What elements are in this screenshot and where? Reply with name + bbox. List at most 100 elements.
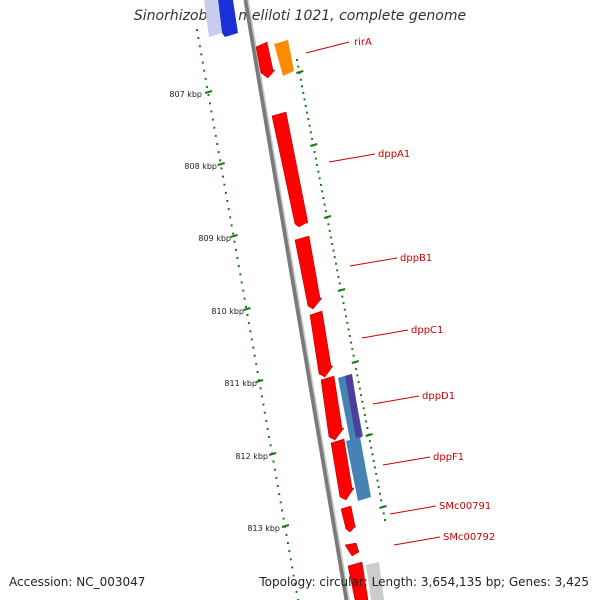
scale-dot xyxy=(296,59,298,61)
scale-dot xyxy=(297,65,300,68)
scale-dot xyxy=(247,322,250,325)
scale-dot xyxy=(276,485,279,487)
scale-dot xyxy=(272,460,275,463)
scale-dot xyxy=(273,468,276,471)
scale-tick-major xyxy=(230,234,238,238)
leader-SMc00791 xyxy=(389,505,437,515)
scale-dot xyxy=(222,175,224,178)
scale-dot xyxy=(332,249,335,252)
scale-tick-major xyxy=(351,360,360,364)
scale-dot xyxy=(237,265,240,268)
leader-dppC1 xyxy=(361,329,409,339)
scale-dot xyxy=(313,151,316,153)
scale-dot xyxy=(239,273,242,276)
scale-dot xyxy=(210,110,213,113)
scale-track-right xyxy=(296,59,387,521)
scale-dot xyxy=(258,379,260,382)
scale-dot xyxy=(263,411,266,414)
scale-dot xyxy=(327,223,330,226)
scale-dot xyxy=(376,479,379,482)
scale-label: 810 kbp xyxy=(211,307,244,316)
scale-dot xyxy=(233,240,236,243)
scale-tick-major xyxy=(204,90,213,94)
scale-dot xyxy=(335,262,337,265)
scale-dot xyxy=(319,183,322,186)
scale-dot xyxy=(285,533,288,536)
gene-arrow-rirA xyxy=(255,41,276,79)
scale-tick-major xyxy=(337,288,346,292)
scale-dot xyxy=(350,341,353,344)
scale-dot xyxy=(230,224,233,227)
gene-arrows xyxy=(255,40,371,600)
scale-dot xyxy=(314,157,317,160)
scale-dot xyxy=(204,77,207,80)
scale-dot xyxy=(329,236,332,239)
gene-arrow-dppB1 xyxy=(294,235,323,310)
scale-dot xyxy=(206,86,209,88)
scale-dot xyxy=(223,183,226,186)
scale-dot xyxy=(336,269,339,272)
scale-dot xyxy=(275,476,278,479)
scale-dot xyxy=(360,394,363,397)
scale-dot xyxy=(299,78,302,81)
scale-tick-major xyxy=(268,452,277,456)
scale-labels: 807 kbp 808 kbp 809 kbp 810 kbp 811 kbp … xyxy=(169,90,280,533)
gene-leader-lines xyxy=(305,41,441,546)
scale-dot xyxy=(380,499,383,502)
scale-tick-major xyxy=(379,505,387,509)
scale-dot xyxy=(216,143,219,145)
scale-dot xyxy=(246,314,249,316)
gene-label-dppA1: dppA1 xyxy=(378,149,410,160)
scale-tick-major xyxy=(310,143,318,147)
leader-rirA xyxy=(305,41,350,54)
scale-dot xyxy=(224,191,227,194)
scale-dot xyxy=(357,381,360,383)
scale-dot xyxy=(214,134,217,137)
scale-dot xyxy=(232,232,235,235)
gene-label-SMc00791: SMc00791 xyxy=(439,501,491,512)
scale-dot xyxy=(197,37,200,40)
scale-dot xyxy=(282,517,285,520)
scale-dot xyxy=(242,289,245,292)
scale-dot xyxy=(306,111,309,114)
scale-dot xyxy=(220,167,223,170)
scale-tick-major xyxy=(323,215,332,219)
feature-dppD1 xyxy=(345,374,362,439)
scale-dot xyxy=(269,444,272,447)
scale-dot xyxy=(201,61,204,64)
scale-track-left xyxy=(196,29,299,600)
scale-label: 811 kbp xyxy=(224,379,257,388)
scale-dot xyxy=(217,151,220,154)
scale-dot xyxy=(196,29,198,31)
scale-dot xyxy=(303,98,306,101)
gene-label-rirA: rirA xyxy=(354,37,372,48)
scale-dot xyxy=(213,126,216,129)
scale-dot xyxy=(382,512,385,515)
scale-dot xyxy=(317,170,320,173)
scale-dot xyxy=(362,407,365,410)
scale-dot xyxy=(250,338,253,341)
scale-dot xyxy=(256,371,259,373)
scale-dot xyxy=(338,282,341,285)
gene-label-dppC1: dppC1 xyxy=(411,325,443,336)
scale-dot xyxy=(252,346,255,349)
scale-dot xyxy=(260,395,263,398)
top-feature-blue xyxy=(218,0,238,37)
scale-dot xyxy=(291,566,294,569)
scale-dot xyxy=(278,493,281,496)
scale-dot xyxy=(265,419,268,422)
gene-arrow-SMc00792 xyxy=(344,542,360,557)
scale-dot xyxy=(355,367,358,370)
scale-dot xyxy=(365,420,368,423)
scale-dot xyxy=(203,69,206,72)
scale-dot xyxy=(368,440,371,443)
scale-dot xyxy=(259,387,262,390)
scale-dot xyxy=(341,295,344,298)
scale-dot xyxy=(211,118,214,121)
scale-dot xyxy=(321,190,324,193)
scale-dot xyxy=(366,427,369,429)
leader-dppA1 xyxy=(328,153,376,163)
scale-dot xyxy=(286,542,289,544)
scale-dot xyxy=(289,558,292,561)
